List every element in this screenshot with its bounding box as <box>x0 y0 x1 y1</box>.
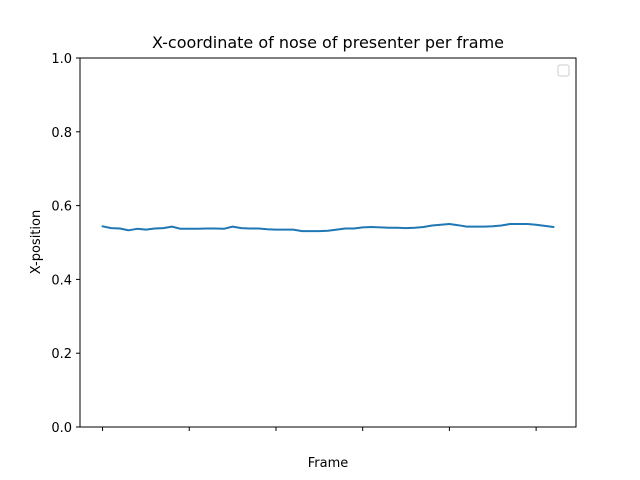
x-axis-ticks <box>102 427 537 431</box>
y-axis-ticks: 0.0 0.2 0.4 0.6 0.8 1.0 <box>51 52 80 436</box>
y-tick-label: 0.4 <box>51 273 72 288</box>
y-tick-label: 0.6 <box>51 200 72 215</box>
y-tick-label: 0.0 <box>51 421 72 436</box>
series-line <box>101 223 555 233</box>
y-tick-label: 0.8 <box>51 126 72 141</box>
y-tick-label: 0.2 <box>51 347 72 362</box>
y-tick-label: 1.0 <box>51 52 72 67</box>
chart-title: X-coordinate of nose of presenter per fr… <box>152 33 504 52</box>
plot-frame <box>79 57 577 428</box>
x-axis-label: Frame <box>308 456 349 471</box>
y-axis-label: X-position <box>29 210 44 274</box>
legend-box <box>557 64 570 77</box>
